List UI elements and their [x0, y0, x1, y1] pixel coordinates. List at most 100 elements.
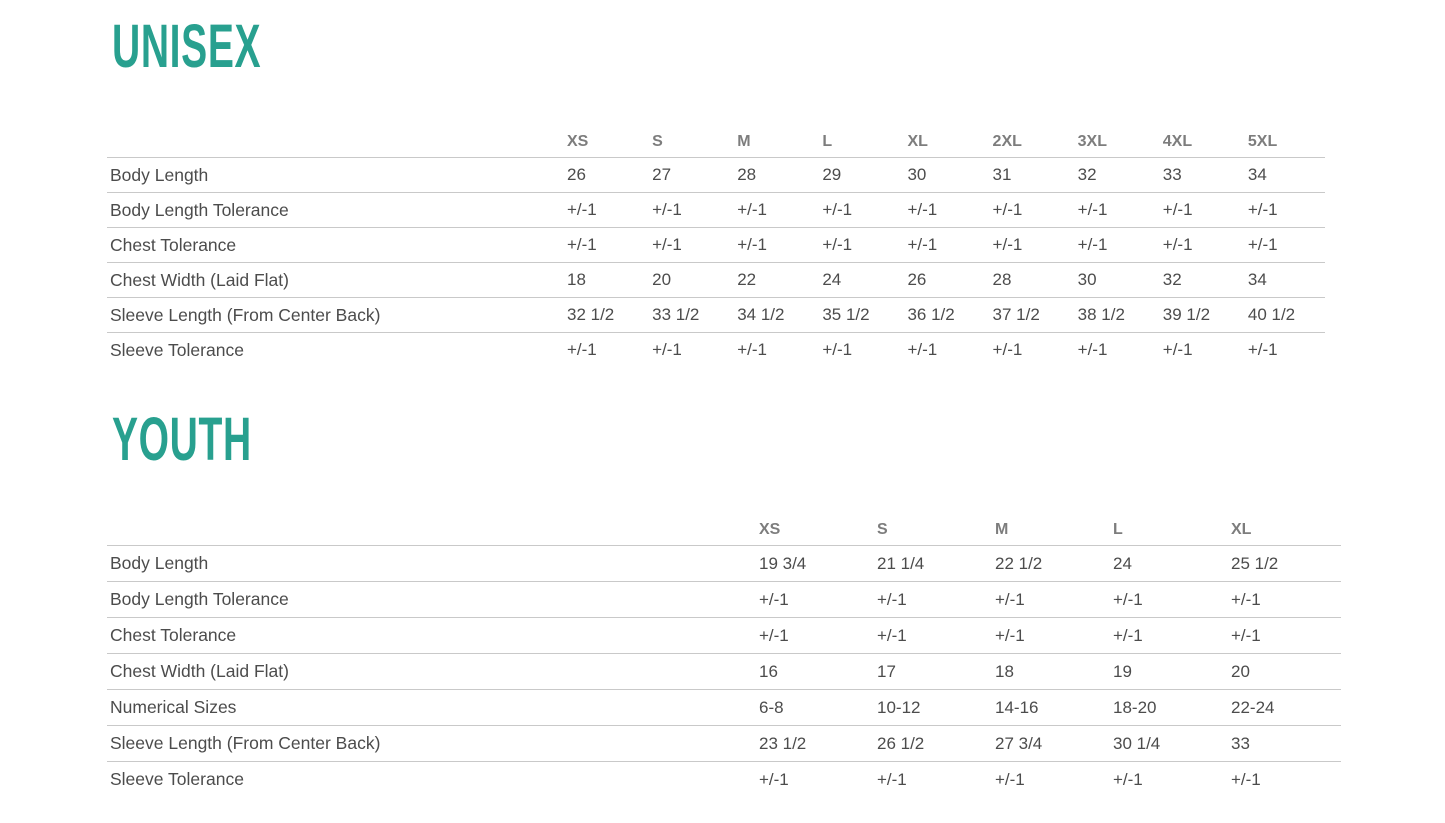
size-column-header: 5XL — [1247, 133, 1278, 150]
table-row: Body Length 26 27 28 29 30 31 32 33 34 — [107, 158, 1325, 193]
size-value: 18 — [567, 270, 586, 289]
size-value: +/-1 — [1247, 200, 1278, 219]
size-value: 16 — [759, 661, 778, 681]
size-column-header: XS — [759, 520, 781, 538]
size-value: +/-1 — [1077, 200, 1108, 219]
table-row: Body Length Tolerance +/-1 +/-1 +/-1 +/-1 +/-… — [107, 193, 1325, 228]
size-value: +/-1 — [992, 235, 1023, 254]
size-column-header: L — [1113, 520, 1123, 538]
size-value: +/-1 — [759, 625, 789, 645]
size-column-header: S — [877, 520, 888, 538]
size-column-header: M — [737, 133, 751, 150]
size-value: +/-1 — [652, 235, 682, 254]
size-value: 29 — [822, 165, 842, 184]
size-column-header: M — [995, 520, 1009, 538]
youth-table-body: Body Length 19 3/4 21 1/4 22 1/2 24 25 1/2 Bod… — [107, 546, 1341, 798]
size-value: +/-1 — [1113, 625, 1143, 645]
size-value: +/-1 — [907, 200, 938, 219]
size-value: 17 — [877, 661, 896, 681]
size-value: +/-1 — [652, 340, 682, 359]
size-value: +/-1 — [737, 235, 767, 254]
size-value: 19 3/4 — [759, 553, 807, 573]
size-value: +/-1 — [992, 340, 1023, 359]
size-value: +/-1 — [1113, 769, 1143, 789]
size-value: 27 3/4 — [995, 733, 1043, 753]
size-value: 33 1/2 — [652, 305, 700, 324]
size-value: +/-1 — [567, 235, 597, 254]
size-value: 21 1/4 — [877, 553, 925, 573]
unisex-table-header: XS S M L XL 2XL 3XL 4XL 5XL — [107, 127, 1325, 158]
size-column-header: L — [822, 133, 833, 150]
row-label: Numerical Sizes — [110, 697, 237, 717]
size-value: +/-1 — [907, 340, 938, 359]
size-value: 32 1/2 — [567, 305, 615, 324]
size-value: 26 — [907, 270, 927, 289]
size-value: +/-1 — [995, 625, 1025, 645]
table-row: Sleeve Length (From Center Back) 32 1/2 33… — [107, 298, 1325, 333]
row-label: Body Length Tolerance — [110, 589, 289, 609]
size-value: 34 — [1247, 270, 1267, 289]
header-row: XS S M L XL 2XL 3XL 4XL 5XL — [107, 127, 1325, 158]
size-value: 40 1/2 — [1247, 305, 1296, 324]
size-value: 22 1/2 — [995, 553, 1043, 573]
size-value: 30 — [907, 165, 927, 184]
size-value: +/-1 — [652, 200, 682, 219]
size-value: 26 — [567, 165, 586, 184]
size-value: +/-1 — [995, 589, 1025, 609]
size-column-header: XL — [1231, 520, 1252, 538]
size-column-header: 4XL — [1162, 133, 1193, 150]
size-column-header: S — [652, 133, 663, 150]
unisex-section-title: UNISEX — [112, 12, 262, 80]
table-row: Body Length Tolerance +/-1 +/-1 +/-1 +/-1 +/-… — [107, 582, 1341, 618]
row-label: Sleeve Length (From Center Back) — [110, 733, 381, 753]
size-value: 31 — [992, 165, 1012, 184]
size-value: 18 — [995, 661, 1014, 681]
size-value: 14-16 — [995, 697, 1039, 717]
size-value: 26 1/2 — [877, 733, 925, 753]
row-label: Body Length Tolerance — [110, 199, 289, 220]
size-value: 38 1/2 — [1077, 305, 1125, 324]
size-value: 20 — [1231, 661, 1250, 681]
size-value: 19 — [1113, 661, 1132, 681]
size-value: +/-1 — [759, 769, 789, 789]
size-value: 30 1/4 — [1113, 733, 1161, 753]
size-value: 25 1/2 — [1231, 553, 1279, 573]
size-value: +/-1 — [1113, 589, 1143, 609]
size-value: 24 — [1113, 553, 1132, 573]
size-value: 34 1/2 — [737, 305, 785, 324]
row-label: Body Length — [110, 553, 209, 573]
size-column-header: XL — [907, 133, 928, 150]
size-value: 35 1/2 — [822, 305, 870, 324]
size-value: 18-20 — [1113, 697, 1157, 717]
table-row: Sleeve Length (From Center Back) 23 1/2 26… — [107, 726, 1341, 762]
size-value: +/-1 — [567, 340, 597, 359]
size-value: 22-24 — [1231, 697, 1275, 717]
size-value: +/-1 — [1231, 625, 1261, 645]
corner-cell — [107, 514, 751, 546]
youth-section-title: YOUTH — [112, 405, 252, 473]
size-value: 22 — [737, 270, 757, 289]
size-value: +/-1 — [737, 340, 767, 359]
table-row: Chest Tolerance +/-1 +/-1 +/-1 +/-1 +/-1 — [107, 618, 1341, 654]
size-value: +/-1 — [1077, 235, 1108, 254]
row-label: Chest Tolerance — [110, 234, 237, 255]
size-value: 34 — [1247, 165, 1267, 184]
size-value: 27 — [652, 165, 672, 184]
size-value: +/-1 — [877, 769, 907, 789]
youth-size-table: XS S M L XL Body Length 19 3/4 21 1/4 22 1/2 24 2… — [107, 514, 1341, 797]
row-label: Chest Width (Laid Flat) — [110, 661, 289, 681]
size-value: +/-1 — [992, 200, 1023, 219]
size-value: +/-1 — [995, 769, 1025, 789]
table-row: Chest Width (Laid Flat) 18 20 22 24 26 28 30 32 3… — [107, 263, 1325, 298]
size-value: +/-1 — [759, 589, 789, 609]
size-value: 28 — [737, 165, 757, 184]
row-label: Sleeve Tolerance — [110, 769, 244, 789]
size-value: 20 — [652, 270, 672, 289]
size-value: 33 — [1162, 165, 1182, 184]
size-value: +/-1 — [822, 340, 853, 359]
size-value: 10-12 — [877, 697, 921, 717]
size-value: 36 1/2 — [907, 305, 955, 324]
size-value: 6-8 — [759, 697, 784, 717]
header-row: XS S M L XL — [107, 514, 1341, 546]
